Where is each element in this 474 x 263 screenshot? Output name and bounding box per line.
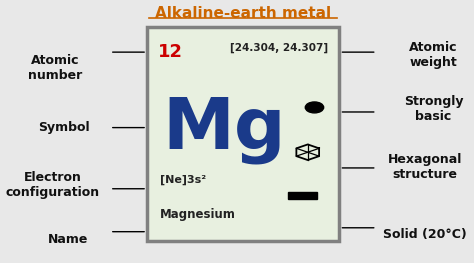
- Text: 12: 12: [158, 43, 183, 61]
- Text: Magnesium: Magnesium: [160, 208, 236, 221]
- Text: Electron
configuration: Electron configuration: [6, 171, 100, 199]
- Bar: [289, 192, 317, 199]
- Text: Atomic
weight: Atomic weight: [409, 41, 458, 69]
- Text: Solid (20°C): Solid (20°C): [383, 228, 467, 241]
- Circle shape: [305, 102, 324, 113]
- Text: Hexagonal
structure: Hexagonal structure: [388, 153, 462, 181]
- Bar: [147, 27, 339, 241]
- Text: [24.304, 24.307]: [24.304, 24.307]: [230, 43, 328, 53]
- Text: Symbol: Symbol: [38, 121, 90, 134]
- Text: Atomic
number: Atomic number: [28, 54, 82, 82]
- Text: Mg: Mg: [162, 95, 286, 164]
- Text: Name: Name: [48, 233, 89, 246]
- Text: Alkaline-earth metal: Alkaline-earth metal: [155, 6, 331, 21]
- Text: Strongly
basic: Strongly basic: [404, 95, 463, 123]
- Text: [Ne]3s²: [Ne]3s²: [160, 175, 206, 185]
